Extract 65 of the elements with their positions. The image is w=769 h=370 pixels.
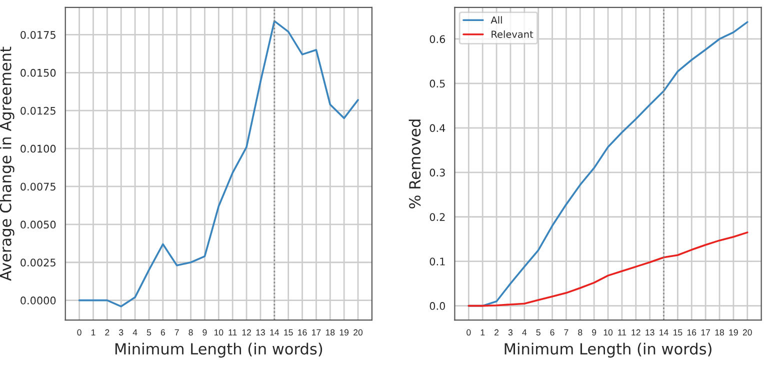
y-tick-label: 0.0175	[20, 30, 56, 39]
x-tick-label: 12	[242, 329, 251, 336]
y-tick-label: 0.6	[430, 35, 446, 44]
x-tick-label: 17	[312, 329, 321, 336]
legend-label: Relevant	[492, 30, 534, 38]
y-tick-label: 0.0025	[20, 258, 56, 266]
line-series	[468, 232, 748, 307]
x-tick-label: 9	[202, 329, 207, 336]
x-tick-label: 4	[132, 329, 138, 336]
x-tick-label: 3	[119, 329, 124, 336]
x-tick-label: 3	[508, 329, 513, 336]
x-tick-label: 18	[326, 329, 335, 336]
x-tick-label: 2	[105, 329, 110, 336]
x-tick-label: 11	[618, 329, 626, 336]
x-tick-label: 18	[715, 329, 724, 336]
x-tick-label: 11	[228, 329, 237, 336]
x-tick-label: 13	[646, 329, 654, 336]
y-tick-label: 0.0100	[20, 144, 56, 153]
y-tick-label: 0.0	[430, 302, 446, 310]
y-axis-title: % Removed	[408, 120, 421, 208]
y-tick-label: 0.2	[430, 213, 445, 221]
x-tick-label: 16	[298, 329, 307, 336]
x-axis-title: Minimum Length (in words)	[504, 342, 712, 358]
x-tick-label: 5	[536, 329, 540, 336]
x-tick-label: 10	[604, 329, 613, 336]
x-tick-label: 10	[214, 329, 224, 336]
x-tick-label: 15	[284, 329, 293, 336]
y-tick-label: 0.3	[430, 168, 445, 177]
y-tick-label: 0.0000	[20, 296, 56, 304]
y-tick-label: 0.0050	[20, 220, 56, 229]
x-tick-label: 14	[270, 329, 280, 336]
x-tick-label: 0	[466, 329, 471, 336]
x-tick-label: 7	[174, 329, 179, 336]
legend-label: All	[490, 16, 502, 24]
y-tick-label: 0.1	[430, 258, 445, 266]
x-axis-title: Minimum Length (in words)	[115, 342, 322, 358]
x-tick-label: 7	[564, 329, 568, 336]
x-tick-label: 8	[188, 329, 193, 336]
x-tick-label: 12	[632, 329, 640, 336]
x-tick-label: 19	[729, 329, 738, 336]
x-tick-label: 4	[522, 329, 527, 336]
x-tick-label: 5	[146, 329, 152, 336]
x-tick-label: 0	[77, 329, 82, 336]
y-tick-label: 0.0125	[20, 106, 56, 115]
x-tick-label: 16	[687, 329, 696, 336]
x-tick-label: 17	[701, 329, 710, 336]
x-tick-label: 1	[91, 329, 96, 336]
x-tick-label: 6	[550, 329, 554, 336]
y-tick-label: 0.0150	[20, 68, 56, 77]
line-series	[78, 20, 359, 308]
y-axis-title: Average Change in Agreement	[0, 46, 14, 281]
x-tick-label: 8	[578, 329, 582, 336]
x-tick-label: 2	[494, 329, 499, 336]
x-tick-label: 20	[742, 329, 752, 336]
y-tick-label: 0.5	[430, 80, 445, 88]
x-tick-label: 13	[256, 329, 265, 336]
x-tick-label: 9	[592, 329, 596, 336]
y-tick-label: 0.4	[430, 124, 446, 132]
y-tick-label: 0.0075	[20, 182, 56, 191]
x-tick-label: 6	[160, 329, 165, 336]
x-tick-label: 14	[660, 329, 668, 336]
x-tick-label: 1	[480, 329, 485, 336]
x-tick-label: 19	[340, 329, 349, 336]
x-tick-label: 20	[354, 329, 363, 336]
x-tick-label: 15	[674, 329, 682, 336]
